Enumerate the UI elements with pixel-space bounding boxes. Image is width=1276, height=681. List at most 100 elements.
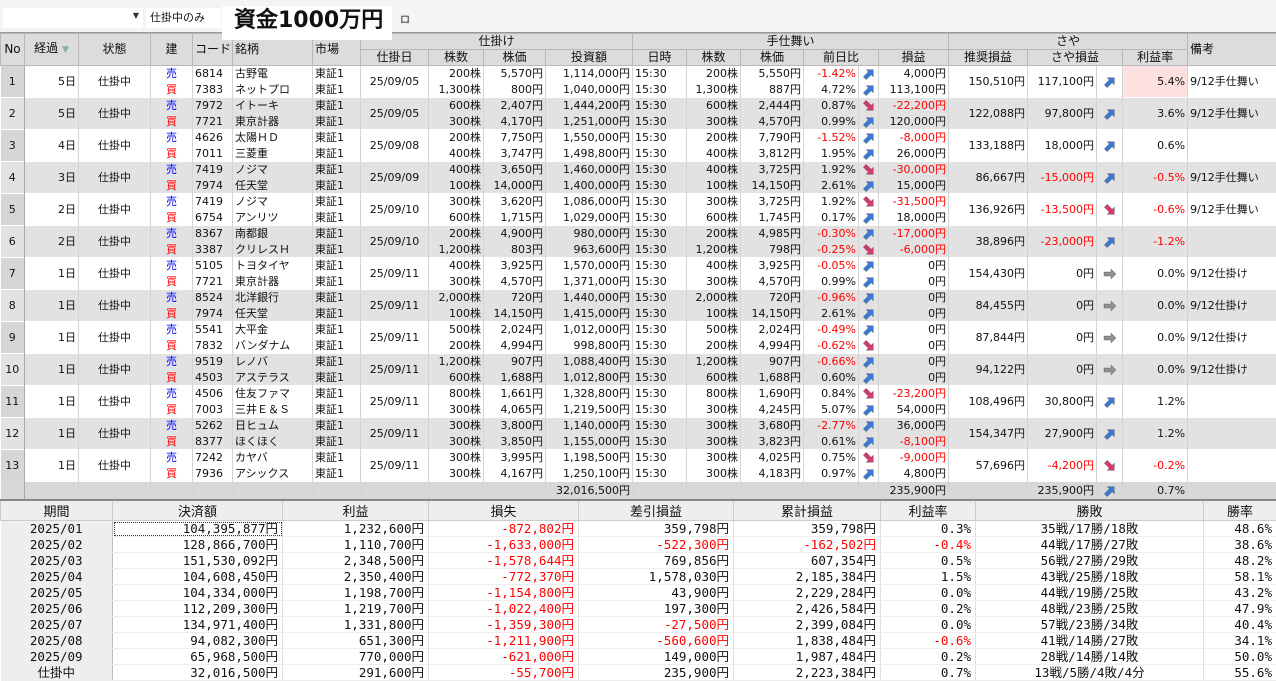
col-cur-qty[interactable]: 株数 <box>687 50 741 66</box>
entry-date: 25/09/11 <box>361 386 429 418</box>
entry-qty: 500株 <box>429 322 484 338</box>
elapsed-days: 1日 <box>25 322 79 354</box>
leg-pnl: 0円 <box>879 274 949 290</box>
stock-name: 三菱重 <box>233 146 313 162</box>
entry-price: 4,900円 <box>484 226 546 242</box>
col-side[interactable]: 建 <box>151 34 193 66</box>
col-time[interactable]: 日時 <box>633 50 687 66</box>
market: 東証1 <box>313 114 361 130</box>
day-change: 0.75% <box>804 450 859 466</box>
exit-price: 14,150円 <box>741 306 804 322</box>
filter-open-only[interactable]: 仕掛中のみ <box>146 8 221 28</box>
col-change[interactable]: 前日比 <box>804 50 879 66</box>
toolbar-extra: ロ <box>400 11 410 26</box>
summary-col-header[interactable]: 利益率 <box>881 500 976 521</box>
win-loss: 35戦/17勝/18敗 <box>976 521 1204 537</box>
period: 2025/06 <box>1 601 113 617</box>
col-qty[interactable]: 株数 <box>429 50 484 66</box>
exit-qty: 2,000株 <box>687 290 741 306</box>
summary-col-header[interactable]: 期間 <box>1 500 113 521</box>
empty-cell <box>313 482 361 499</box>
entry-date: 25/09/11 <box>361 450 429 482</box>
stock-code: 7419 <box>193 162 233 178</box>
trend-down-icon <box>859 242 879 258</box>
cumulative-pnl: 2,426,584円 <box>734 601 881 617</box>
row-number: 10 <box>1 354 25 386</box>
stock-code: 9519 <box>193 354 233 370</box>
col-elapsed[interactable]: 経過 ▼ <box>25 34 79 66</box>
market: 東証1 <box>313 146 361 162</box>
col-status[interactable]: 状態 <box>79 34 151 66</box>
day-change: -2.77% <box>804 418 859 434</box>
summary-col-header[interactable]: 決済額 <box>113 500 283 521</box>
profit: 1,331,800円 <box>283 617 429 633</box>
col-spread-pnl[interactable]: さや損益 <box>1028 50 1123 66</box>
exit-time: 15:30 <box>633 146 687 162</box>
entry-qty: 300株 <box>429 274 484 290</box>
profit: 1,110,700円 <box>283 537 429 553</box>
col-no[interactable]: No <box>1 34 25 66</box>
summary-col-header[interactable]: 勝率 <box>1204 500 1276 521</box>
stock-name: 南都銀 <box>233 226 313 242</box>
exit-qty: 400株 <box>687 162 741 178</box>
account-dropdown[interactable]: ▼ <box>3 8 143 28</box>
summary-col-header[interactable]: 損失 <box>429 500 579 521</box>
summary-col-header[interactable]: 利益 <box>283 500 429 521</box>
col-rate[interactable]: 利益率 <box>1123 50 1188 66</box>
summary-col-header[interactable]: 勝敗 <box>976 500 1204 521</box>
entry-date: 25/09/11 <box>361 290 429 322</box>
leg-pnl: 113,100円 <box>879 82 949 98</box>
col-recommended[interactable]: 推奨損益 <box>949 50 1028 66</box>
summary-col-header[interactable]: 差引損益 <box>579 500 734 521</box>
leg-pnl: 0円 <box>879 354 949 370</box>
col-pnl[interactable]: 損益 <box>879 50 949 66</box>
side-label: 買 <box>151 434 193 450</box>
exit-price: 2,444円 <box>741 98 804 114</box>
recommended-pnl: 87,844円 <box>949 322 1028 354</box>
side-label: 売 <box>151 386 193 402</box>
col-note[interactable]: 備考 <box>1188 34 1276 66</box>
col-entry-date[interactable]: 仕掛日 <box>361 50 429 66</box>
loss: -1,359,300円 <box>429 617 579 633</box>
recommended-pnl: 150,510円 <box>949 66 1028 98</box>
note: 9/12仕掛け <box>1188 290 1276 322</box>
profit-rate: 0.6% <box>1123 130 1188 162</box>
exit-price: 3,925円 <box>741 258 804 274</box>
entry-qty: 100株 <box>429 178 484 194</box>
summary-col-header[interactable]: 累計損益 <box>734 500 881 521</box>
col-cur-price[interactable]: 株価 <box>741 50 804 66</box>
exit-time: 15:30 <box>633 162 687 178</box>
entry-amount: 1,114,000円 <box>546 66 633 82</box>
col-price[interactable]: 株価 <box>484 50 546 66</box>
exit-price: 3,725円 <box>741 162 804 178</box>
entry-qty: 400株 <box>429 146 484 162</box>
row-number: 11 <box>1 386 25 418</box>
col-amount[interactable]: 投資額 <box>546 50 633 66</box>
exit-price: 907円 <box>741 354 804 370</box>
leg-pnl: 0円 <box>879 290 949 306</box>
profit-rate: -0.6% <box>881 633 976 649</box>
